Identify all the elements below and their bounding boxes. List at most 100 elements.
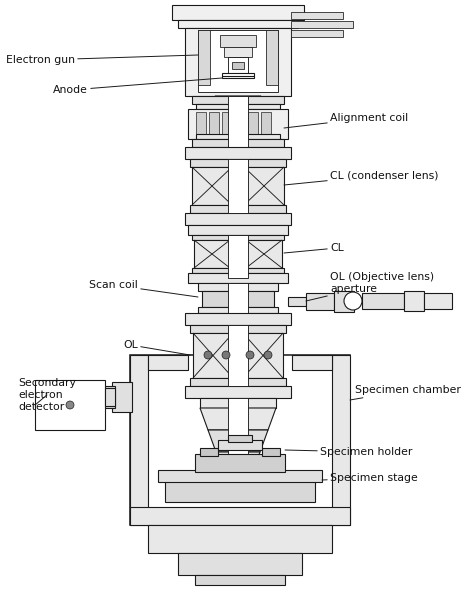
Circle shape (66, 401, 74, 409)
Bar (105, 388, 115, 406)
Polygon shape (220, 105, 256, 115)
Text: Secondary
electron
detector: Secondary electron detector (18, 378, 76, 412)
Bar (220, 35, 256, 47)
Bar (222, 112, 232, 134)
Bar (188, 225, 288, 235)
Bar (35, 380, 105, 430)
Bar (424, 293, 452, 309)
Text: Specimen stage: Specimen stage (322, 473, 418, 483)
Bar (228, 235, 248, 278)
Bar (200, 398, 276, 408)
Bar (224, 47, 252, 57)
Circle shape (264, 351, 272, 359)
Bar (188, 273, 288, 283)
Bar (222, 73, 254, 78)
Bar (192, 167, 232, 205)
Bar (291, 21, 353, 28)
Bar (193, 333, 233, 378)
Bar (178, 20, 298, 28)
Polygon shape (216, 452, 260, 468)
Text: Electron gun: Electron gun (6, 55, 198, 65)
Bar (404, 291, 424, 311)
Bar (228, 57, 248, 73)
Bar (228, 325, 248, 386)
Bar (112, 382, 132, 412)
Bar (192, 235, 284, 240)
Bar (148, 355, 188, 370)
Bar (362, 293, 404, 309)
Bar (198, 307, 278, 313)
Polygon shape (215, 96, 261, 105)
Bar (288, 297, 306, 306)
Bar (196, 134, 280, 139)
Bar (190, 205, 286, 213)
Bar (243, 333, 283, 378)
Bar (228, 96, 248, 147)
Bar (178, 553, 302, 575)
Text: CL: CL (284, 243, 344, 253)
Text: Scan coil: Scan coil (89, 280, 198, 297)
Circle shape (246, 351, 254, 359)
Bar (130, 507, 350, 525)
Circle shape (204, 351, 212, 359)
Bar (209, 112, 219, 134)
Bar (185, 213, 291, 225)
Text: OL (Objective lens)
aperture: OL (Objective lens) aperture (306, 272, 434, 301)
Bar (218, 440, 262, 450)
Text: Anode: Anode (53, 78, 222, 95)
Bar (248, 112, 258, 134)
Bar (158, 470, 322, 482)
Bar (200, 448, 218, 456)
Bar (334, 291, 354, 312)
Bar (130, 355, 148, 525)
Bar (202, 291, 232, 307)
Bar (130, 355, 350, 525)
Polygon shape (208, 430, 268, 452)
Bar (192, 96, 284, 104)
Bar (148, 525, 332, 553)
Bar (188, 109, 288, 139)
Text: Specimen chamber: Specimen chamber (350, 385, 461, 400)
Bar (235, 112, 245, 134)
Bar (228, 159, 248, 213)
Bar (190, 159, 286, 167)
Bar (291, 30, 343, 37)
Bar (172, 5, 304, 20)
Bar (222, 468, 254, 476)
Bar (185, 28, 291, 96)
Bar (306, 293, 334, 310)
Bar (262, 448, 280, 456)
Circle shape (344, 292, 362, 310)
Circle shape (222, 351, 230, 359)
Bar (228, 435, 252, 442)
Bar (228, 283, 248, 313)
Bar (194, 240, 230, 268)
Bar (266, 30, 278, 85)
Bar (228, 398, 248, 478)
Bar (192, 139, 284, 147)
Bar (244, 291, 274, 307)
Bar (196, 112, 206, 134)
Bar (185, 313, 291, 325)
Bar (185, 147, 291, 159)
Bar (332, 355, 350, 525)
Bar (291, 12, 343, 19)
Bar (198, 30, 210, 85)
Text: Specimen holder: Specimen holder (285, 447, 412, 457)
Bar (165, 480, 315, 502)
Text: Alignment coil: Alignment coil (284, 113, 408, 128)
Bar (195, 454, 285, 472)
Bar (105, 386, 115, 408)
Text: OL: OL (123, 340, 190, 355)
Bar (190, 325, 286, 333)
Bar (195, 575, 285, 585)
Bar (246, 240, 282, 268)
Bar (190, 378, 286, 386)
Bar (196, 104, 280, 109)
Bar (261, 112, 271, 134)
Bar (198, 283, 278, 291)
Bar (185, 386, 291, 398)
Bar (292, 355, 332, 370)
Bar (192, 268, 284, 273)
Bar (244, 167, 284, 205)
